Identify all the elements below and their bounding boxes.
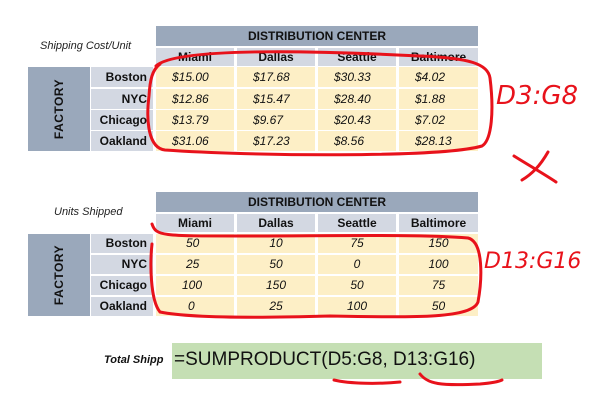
units-cell: 150 (399, 234, 478, 253)
cost-cell: $15.47 (237, 89, 315, 109)
cost-cell: $7.02 (399, 110, 478, 130)
cost-row-nyc: NYC (91, 89, 153, 109)
units-cell: 50 (318, 276, 396, 295)
units-row-oakland: Oakland (91, 297, 153, 316)
units-shipped-label: Units Shipped (54, 206, 123, 218)
cost-cell: $4.02 (399, 67, 478, 87)
cost-col-seattle: Seattle (318, 48, 396, 66)
cost-col-miami: Miami (156, 48, 234, 66)
units-row-nyc: NYC (91, 255, 153, 274)
cost-cell: $17.23 (237, 131, 315, 151)
shipping-cost-label: Shipping Cost/Unit (40, 40, 132, 52)
cost-cell: $1.88 (399, 89, 478, 109)
sumproduct-formula: =SUMPRODUCT(D5:G8, D13:G16) (172, 343, 542, 379)
total-shipping-label: Total Shipp (104, 354, 164, 366)
units-row-chicago: Chicago (91, 276, 153, 295)
ink-underline-range1 (332, 378, 402, 385)
cost-cell: $20.43 (318, 110, 396, 130)
units-cell: 0 (156, 297, 234, 316)
cost-cell: $13.79 (156, 110, 234, 130)
units-factory-label: FACTORY (28, 234, 90, 316)
cost-factory-label: FACTORY (28, 67, 90, 151)
units-distribution-center-header: DISTRIBUTION CENTER (156, 192, 478, 212)
units-col-miami: Miami (156, 214, 234, 232)
cost-cell: $31.06 (156, 131, 234, 151)
units-cell: 25 (237, 297, 315, 316)
units-row-boston: Boston (91, 234, 153, 253)
units-cell: 25 (156, 255, 234, 274)
cost-row-chicago: Chicago (91, 110, 153, 130)
units-cell: 100 (399, 255, 478, 274)
units-col-baltimore: Baltimore (399, 214, 478, 232)
cost-row-oakland: Oakland (91, 131, 153, 151)
cost-col-baltimore: Baltimore (399, 48, 478, 66)
cost-cell: $28.40 (318, 89, 396, 109)
units-col-dallas: Dallas (237, 214, 315, 232)
units-cell: 150 (237, 276, 315, 295)
cost-cell: $12.86 (156, 89, 234, 109)
cost-row-boston: Boston (91, 67, 153, 87)
units-cell: 50 (156, 234, 234, 253)
units-cell: 0 (318, 255, 396, 274)
units-cell: 50 (237, 255, 315, 274)
cost-col-dallas: Dallas (237, 48, 315, 66)
units-cell: 50 (399, 297, 478, 316)
ink-label-range1: D3:G8 (496, 81, 578, 111)
ink-label-range2: D13:G16 (484, 249, 581, 274)
cost-cell: $17.68 (237, 67, 315, 87)
units-cell: 100 (318, 297, 396, 316)
units-cell: 75 (318, 234, 396, 253)
cost-cell: $8.56 (318, 131, 396, 151)
cost-cell: $28.13 (399, 131, 478, 151)
units-col-seattle: Seattle (318, 214, 396, 232)
cost-distribution-center-header: DISTRIBUTION CENTER (156, 26, 478, 46)
units-cell: 10 (237, 234, 315, 253)
cost-cell: $9.67 (237, 110, 315, 130)
units-cell: 100 (156, 276, 234, 295)
cost-cell: $30.33 (318, 67, 396, 87)
ink-multiply-mark (512, 154, 558, 184)
cost-cell: $15.00 (156, 67, 234, 87)
units-cell: 75 (399, 276, 478, 295)
